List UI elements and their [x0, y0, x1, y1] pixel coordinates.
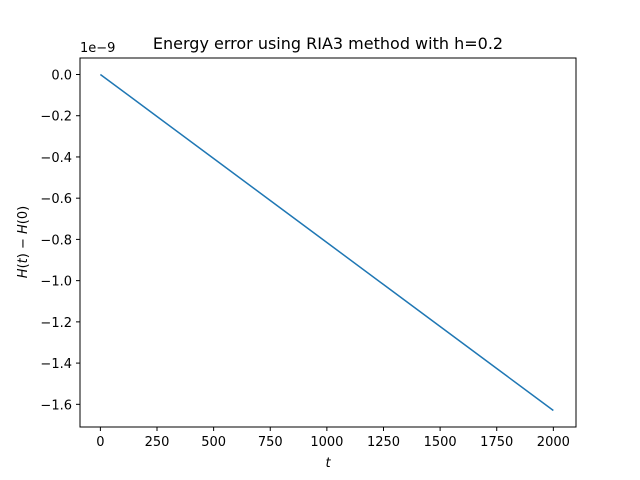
plot-frame	[79, 57, 577, 428]
x-tick-label: 500	[201, 435, 226, 450]
series-line	[99, 73, 554, 412]
y-tick-label: −1.2	[40, 316, 72, 331]
x-tick-label: 750	[258, 435, 283, 450]
x-axis-ticks: 0 250 500 750 1000 1250 1500 1750 2000	[96, 427, 570, 450]
y-tick-label: −1.4	[40, 357, 72, 372]
x-tick-label: 1000	[310, 435, 343, 450]
x-tick-label: 1250	[367, 435, 400, 450]
y-offset-label: 1e−9	[80, 41, 115, 56]
y-tick-label: −1.0	[40, 275, 72, 290]
y-tick-label: −1.6	[40, 398, 72, 413]
x-tick-label: 0	[96, 435, 104, 450]
y-tick-label: −0.2	[40, 110, 72, 125]
x-tick-label: 1500	[424, 435, 457, 450]
chart-title: Energy error using RIA3 method with h=0.…	[153, 34, 503, 53]
y-tick-label: −0.8	[40, 233, 72, 248]
y-axis-label: H(t) − H(0)	[16, 206, 31, 278]
x-axis-label: t	[325, 456, 331, 471]
x-tick-label: 2000	[537, 435, 570, 450]
y-tick-label: 0.0	[51, 68, 72, 83]
series-layer	[99, 73, 554, 412]
y-axis-ticks: 0.0 −0.2 −0.4 −0.6 −0.8 −1.0 −1.2 −1.4 −1.6	[40, 68, 80, 413]
y-tick-label: −0.4	[40, 151, 72, 166]
x-tick-label: 1750	[480, 435, 513, 450]
x-tick-label: 250	[145, 435, 170, 450]
y-tick-label: −0.6	[40, 192, 72, 207]
